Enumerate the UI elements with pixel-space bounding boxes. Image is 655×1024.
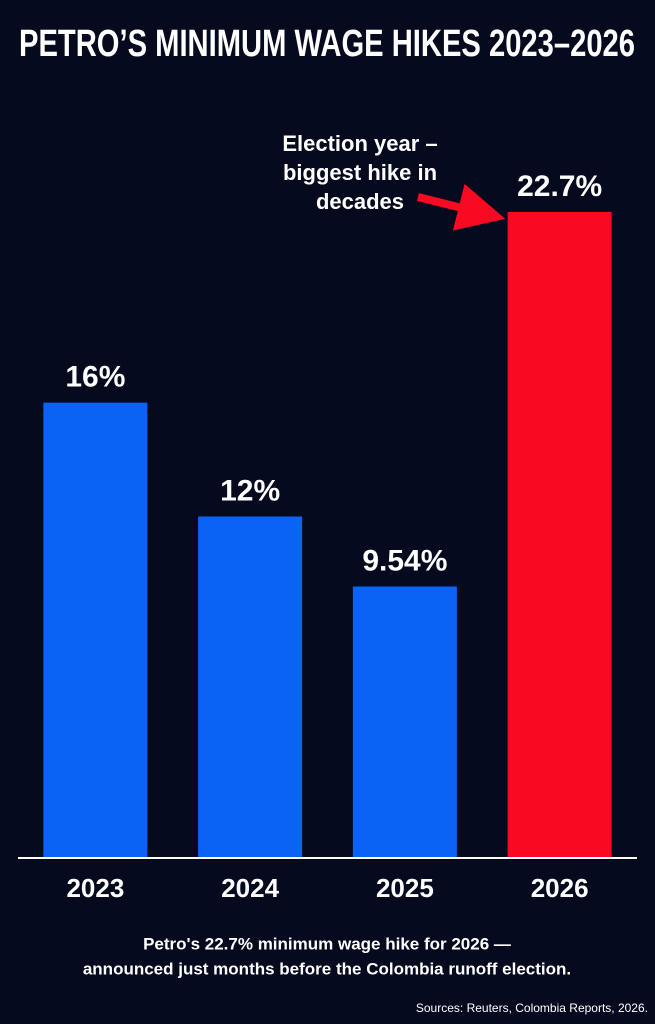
bar [352, 586, 457, 858]
annotation: decades [316, 189, 404, 214]
value-label: 16% [65, 361, 125, 394]
annotation: biggest hike in [283, 160, 437, 185]
caption: announced just months before the Colombi… [83, 959, 571, 978]
annotation-arrow [417, 183, 506, 231]
x-tick-label: 2024 [221, 873, 279, 903]
bar [198, 516, 303, 858]
chart-title: PETRO’S MINIMUM WAGE HIKES 2023–2026 [19, 23, 635, 65]
value-label: 12% [220, 474, 280, 507]
x-tick-label: 2023 [66, 873, 124, 903]
value-label: 9.54% [362, 544, 447, 577]
bar [507, 211, 612, 858]
x-tick-label: 2026 [531, 873, 589, 903]
value-label: 22.7% [517, 170, 602, 203]
x-tick-label: 2025 [376, 873, 434, 903]
bar [43, 402, 148, 858]
source: Sources: Reuters, Colombia Reports, 2026… [416, 1001, 648, 1015]
annotation: Election year – [282, 131, 437, 156]
caption: Petro's 22.7% minimum wage hike for 2026… [143, 934, 511, 953]
